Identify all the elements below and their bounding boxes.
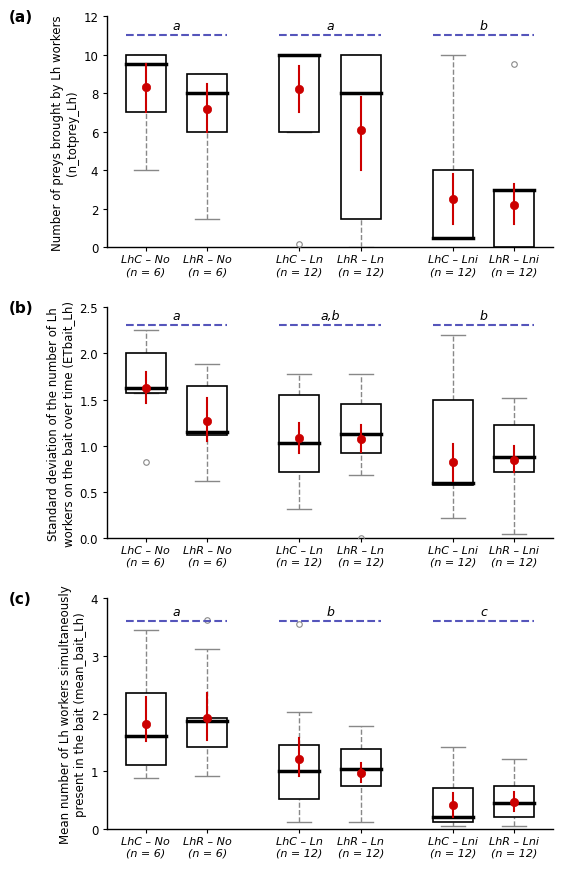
Text: b: b [480, 20, 488, 33]
Text: (b): (b) [9, 301, 34, 315]
Bar [341, 56, 381, 219]
Text: b: b [480, 309, 488, 322]
Bar [187, 75, 227, 133]
Bar [495, 190, 535, 249]
Bar [341, 750, 381, 786]
Bar [495, 426, 535, 472]
Text: a: a [173, 20, 180, 33]
Text: b: b [326, 605, 334, 618]
Y-axis label: Number of preys brought by Lh workers
(n_totprey_Lh): Number of preys brought by Lh workers (n… [51, 15, 79, 250]
Bar [433, 788, 473, 822]
Bar [495, 786, 535, 817]
Text: (c): (c) [9, 591, 32, 607]
Text: a: a [173, 309, 180, 322]
Text: a: a [173, 605, 180, 618]
Bar [126, 354, 166, 394]
Y-axis label: Mean number of Lh workers simultaneously
present in the bait (mean_bait_Lh): Mean number of Lh workers simultaneously… [59, 585, 87, 843]
Bar [187, 719, 227, 747]
Text: c: c [481, 605, 487, 618]
Bar [126, 693, 166, 765]
Bar [279, 395, 319, 472]
Bar [341, 405, 381, 454]
Text: a: a [326, 20, 334, 33]
Text: (a): (a) [9, 10, 33, 25]
Bar [433, 400, 473, 485]
Text: a,b: a,b [320, 309, 340, 322]
Y-axis label: Standard deviation of the number of Lh
workers on the bait over time (ETbait_Lh): Standard deviation of the number of Lh w… [47, 301, 76, 546]
Bar [126, 56, 166, 113]
Bar [279, 746, 319, 799]
Bar [279, 56, 319, 133]
Bar [187, 386, 227, 435]
Bar [433, 171, 473, 239]
